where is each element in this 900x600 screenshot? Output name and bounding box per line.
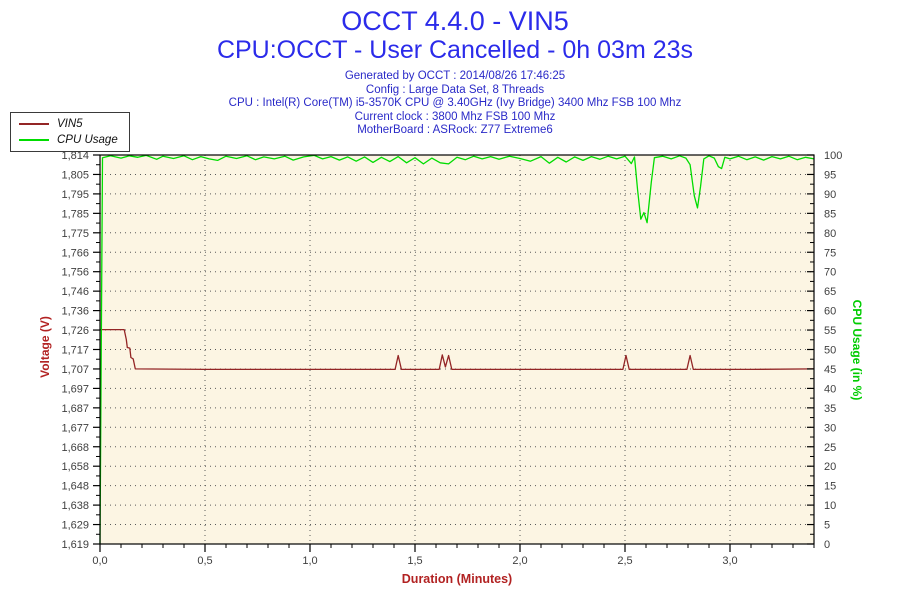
- page-title: OCCT 4.4.0 - VIN5: [341, 6, 569, 36]
- y-right-tick-label: 65: [824, 286, 836, 298]
- info-generated-by: Generated by OCCT : 2014/08/26 17:46:25: [344, 70, 566, 82]
- y-right-tick-label: 75: [824, 247, 836, 259]
- x-tick-label: 2,0: [512, 555, 527, 567]
- y-right-tick-label: 60: [824, 306, 836, 318]
- y-right-tick-label: 45: [824, 364, 836, 376]
- chart-legend: VIN5 CPU Usage: [10, 112, 130, 152]
- legend-label-vin5: VIN5: [57, 118, 83, 130]
- y-right-tick-label: 35: [824, 403, 836, 415]
- y-left-tick-label: 1,619: [61, 539, 89, 551]
- x-tick-label: 3,0: [722, 555, 737, 567]
- info-block: Generated by OCCT : 2014/08/26 17:46:25 …: [0, 70, 900, 138]
- y-right-tick-label: 55: [824, 325, 836, 337]
- y-right-tick-label: 50: [824, 345, 836, 357]
- y-right-tick-label: 70: [824, 267, 836, 279]
- page-subtitle: CPU:OCCT - User Cancelled - 0h 03m 23s: [216, 36, 694, 64]
- y-left-tick-label: 1,746: [61, 286, 89, 298]
- y-right-tick-label: 25: [824, 442, 836, 454]
- y-right-tick-label: 10: [824, 500, 836, 512]
- cpu-usage-line: [99, 154, 815, 545]
- legend-label-cpu-usage: CPU Usage: [57, 134, 118, 146]
- y-left-tick-label: 1,638: [61, 500, 89, 512]
- x-tick-label: 2,5: [617, 555, 632, 567]
- y-left-tick-label: 1,766: [61, 247, 89, 259]
- y-left-tick-label: 1,717: [61, 345, 89, 357]
- plot-background: [100, 155, 814, 544]
- x-tick-label: 1,0: [302, 555, 317, 567]
- y-left-tick-label: 1,629: [61, 520, 89, 532]
- info-config: Config : Large Data Set, 8 Threads: [365, 83, 545, 96]
- y-right-tick-label: 90: [824, 189, 836, 201]
- y-left-tick-label: 1,814: [61, 150, 89, 162]
- x-tick-label: 0,5: [197, 555, 212, 567]
- info-current-clock: Current clock : 3800 Mhz FSB 100 Mhz: [354, 110, 556, 123]
- legend-item-cpu-usage: CPU Usage: [11, 132, 129, 148]
- y-left-tick-label: 1,668: [61, 442, 89, 454]
- y-left-tick-label: 1,795: [61, 189, 89, 201]
- y-left-tick-label: 1,648: [61, 481, 89, 493]
- y-right-tick-label: 80: [824, 228, 836, 240]
- y-right-tick-label: 5: [824, 520, 830, 532]
- y-right-tick-label: 20: [824, 461, 836, 473]
- vin5-line: [100, 328, 815, 371]
- y-right-tick-label: 15: [824, 481, 836, 493]
- y-right-tick-label: 40: [824, 383, 836, 395]
- y-left-tick-label: 1,736: [61, 306, 89, 318]
- y-left-tick-label: 1,697: [61, 383, 89, 395]
- y-right-tick-label: 30: [824, 422, 836, 434]
- y-right-tick-label: 100: [824, 150, 842, 162]
- vin5-line-swatch: [19, 123, 49, 125]
- y-left-tick-label: 1,785: [61, 208, 89, 220]
- y-left-tick-label: 1,687: [61, 403, 89, 415]
- y-left-tick-label: 1,677: [61, 422, 89, 434]
- x-tick-label: 1,5: [407, 555, 422, 567]
- cpu-usage-line-swatch: [19, 139, 49, 141]
- y-left-tick-label: 1,775: [61, 228, 89, 240]
- y-right-tick-label: 95: [824, 169, 836, 181]
- y-left-tick-label: 1,658: [61, 461, 89, 473]
- y-left-tick-label: 1,756: [61, 267, 89, 279]
- y-left-tick-label: 1,805: [61, 169, 89, 181]
- info-cpu: CPU : Intel(R) Core(TM) i5-3570K CPU @ 3…: [228, 97, 682, 109]
- info-motherboard: MotherBoard : ASRock: Z77 Extreme6: [357, 124, 553, 136]
- y-right-tick-label: 85: [824, 208, 836, 220]
- y-left-tick-label: 1,707: [61, 364, 89, 376]
- y-left-tick-label: 1,726: [61, 325, 89, 337]
- y-right-tick-label: 0: [824, 539, 830, 551]
- x-tick-label: 0,0: [92, 555, 107, 567]
- x-axis-title-duration: Duration (Minutes): [401, 572, 513, 586]
- legend-item-vin5: VIN5: [11, 116, 129, 132]
